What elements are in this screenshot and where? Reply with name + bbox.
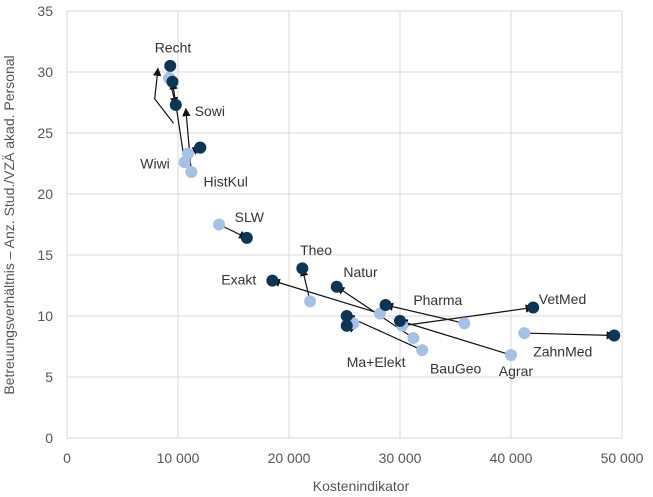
change-arrow — [153, 67, 175, 124]
end-point — [164, 59, 177, 72]
point-label: Recht — [155, 39, 192, 55]
end-point — [340, 310, 353, 322]
grid — [66, 10, 623, 439]
end-point — [240, 231, 253, 244]
start-point — [505, 349, 517, 362]
point-labels: Recht Sowi Wiwi HistKul SLW Theo Exakt Natur Pha… — [140, 39, 592, 378]
y-tick-label: 25 — [37, 125, 53, 141]
plot-frame — [66, 10, 623, 439]
change-arrow — [271, 278, 381, 315]
y-tick-label: 5 — [45, 369, 53, 385]
point-label: HistKul — [204, 174, 248, 190]
end-point — [169, 98, 182, 111]
start-point — [213, 218, 226, 231]
axes: 0 10 000 20 000 30 000 40 000 50 000 0 5 10 15 20 2… — [37, 3, 643, 466]
y-tick-label: 0 — [45, 430, 53, 446]
start-point — [181, 147, 194, 160]
start-point — [374, 307, 387, 320]
point-label: Theo — [300, 242, 332, 258]
point-label: Pharma — [413, 292, 462, 308]
start-point — [518, 327, 531, 340]
end-point — [394, 314, 406, 327]
y-tick-label: 20 — [37, 186, 53, 202]
end-point — [527, 301, 540, 314]
end-point — [608, 329, 621, 342]
x-tick-label: 10 000 — [157, 450, 200, 466]
end-point — [379, 299, 392, 312]
start-point — [185, 166, 198, 179]
x-axis-title: Kostenindikator — [313, 478, 410, 494]
arrows — [153, 67, 616, 356]
point-label: Agrar — [499, 363, 534, 379]
x-tick-label: 0 — [63, 450, 71, 466]
point-label: ZahnMed — [533, 343, 592, 359]
change-arrow — [169, 80, 186, 163]
change-arrow — [399, 319, 512, 356]
x-tick-label: 30 000 — [379, 450, 422, 466]
end-point — [340, 319, 353, 332]
points — [163, 59, 621, 362]
point-label: Natur — [343, 264, 378, 280]
y-tick-label: 35 — [37, 3, 53, 19]
end-point — [296, 262, 309, 275]
change-arrow — [524, 331, 616, 340]
start-point — [416, 344, 429, 357]
point-label: Ma+Elekt — [347, 354, 406, 370]
point-label: Sowi — [195, 103, 225, 119]
end-point — [166, 75, 179, 88]
y-tick-label: 15 — [37, 247, 53, 263]
x-tick-label: 20 000 — [268, 450, 311, 466]
y-tick-label: 10 — [37, 308, 53, 324]
end-point — [266, 274, 279, 287]
y-tick-label: 30 — [37, 64, 53, 80]
point-label: Exakt — [221, 271, 256, 287]
point-label: VetMed — [539, 291, 586, 307]
start-point — [407, 331, 420, 344]
end-point — [194, 141, 207, 154]
change-arrow — [384, 302, 465, 324]
change-arrow — [345, 315, 423, 351]
y-axis-title: Betreuungsverhältnis – Anz. Stud./VZÄ ak… — [1, 55, 17, 394]
point-label: BauGeo — [430, 360, 482, 376]
change-arrow — [402, 304, 535, 327]
end-point — [330, 280, 343, 293]
point-label: SLW — [235, 209, 265, 225]
x-tick-label: 40 000 — [490, 450, 533, 466]
start-point — [304, 295, 317, 308]
start-point — [458, 317, 471, 330]
x-tick-label: 50 000 — [601, 450, 644, 466]
point-label: Wiwi — [140, 155, 170, 171]
